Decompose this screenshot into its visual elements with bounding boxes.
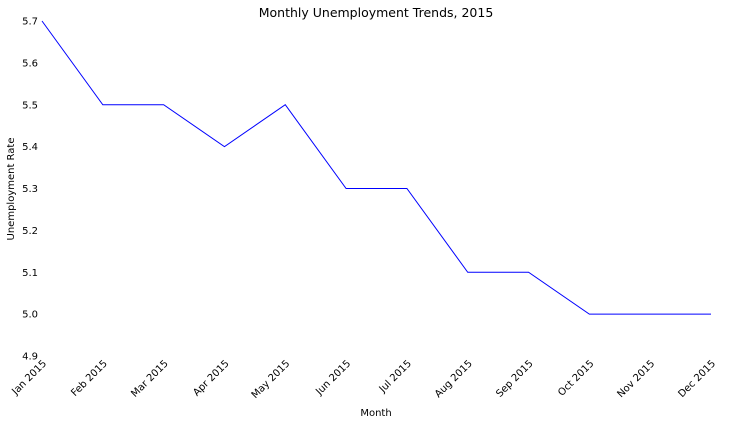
series-line: [41, 20, 711, 315]
y-tick-label: 5.2: [22, 226, 38, 237]
y-tick-label: 5.5: [22, 100, 38, 111]
y-tick-labels: 4.9 5.0 5.1 5.2 5.3 5.4 5.5 5.6 5.7: [22, 17, 38, 363]
chart-title: Monthly Unemployment Trends, 2015: [259, 5, 494, 20]
y-tick-label: 5.0: [22, 310, 38, 321]
x-tick-label: Apr 2015: [191, 358, 231, 398]
x-tick-label: Sep 2015: [494, 358, 535, 399]
y-axis-label: Unemployment Rate: [6, 138, 17, 241]
y-tick-label: 5.4: [22, 142, 38, 153]
x-tick-label: Feb 2015: [69, 358, 110, 399]
x-tick-label: Nov 2015: [615, 358, 657, 400]
x-tick-label: Oct 2015: [556, 358, 596, 398]
y-tick-label: 5.7: [22, 17, 38, 28]
x-tick-label: May 2015: [250, 358, 293, 401]
series-group: [41, 20, 711, 315]
x-axis-label: Month: [360, 408, 391, 419]
y-tick-label: 4.9: [22, 352, 38, 363]
x-tick-labels: Jan 2015 Feb 2015 Mar 2015 Apr 2015 May 2015…: [9, 358, 718, 401]
y-tick-label: 5.1: [22, 268, 38, 279]
y-tick-label: 5.6: [22, 58, 38, 69]
x-tick-label: Aug 2015: [433, 358, 475, 400]
x-tick-label: Jun 2015: [313, 358, 353, 398]
x-tick-label: Mar 2015: [129, 358, 170, 399]
x-tick-label: Dec 2015: [676, 358, 718, 400]
y-tick-label: 5.3: [22, 184, 38, 195]
x-tick-label: Jan 2015: [9, 358, 49, 398]
x-tick-label: Jul 2015: [377, 358, 414, 395]
